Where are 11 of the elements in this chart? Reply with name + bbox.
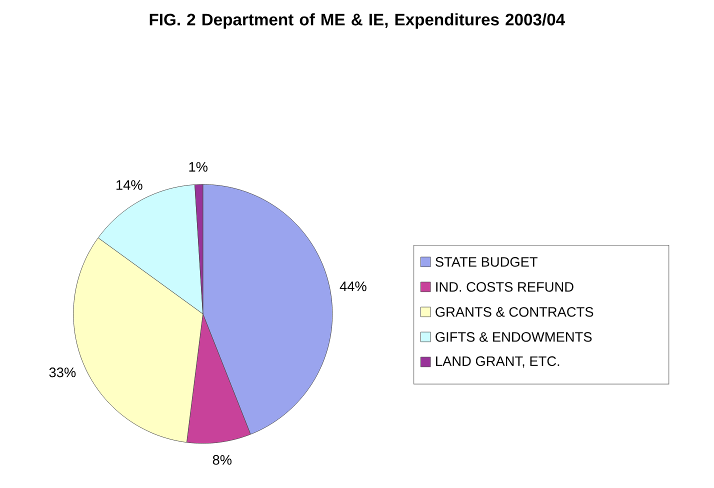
legend-label: GRANTS & CONTRACTS — [436, 307, 594, 318]
legend-label: LAND GRANT, ETC. — [436, 356, 560, 368]
data-label: 33% — [49, 368, 76, 378]
data-label: 14% — [116, 180, 142, 190]
legend-label: GIFTS & ENDOWMENTS — [436, 332, 592, 342]
legend-label: STATE BUDGET — [436, 257, 538, 267]
data-label: 44% — [340, 282, 366, 292]
chart-title: FIG. 2 Department of ME & IE, Expenditures 2003/04 — [150, 14, 566, 29]
legend-label: IND. COSTS REFUND — [436, 282, 574, 292]
data-label: 8% — [212, 455, 232, 465]
data-label: 1% — [189, 162, 208, 172]
